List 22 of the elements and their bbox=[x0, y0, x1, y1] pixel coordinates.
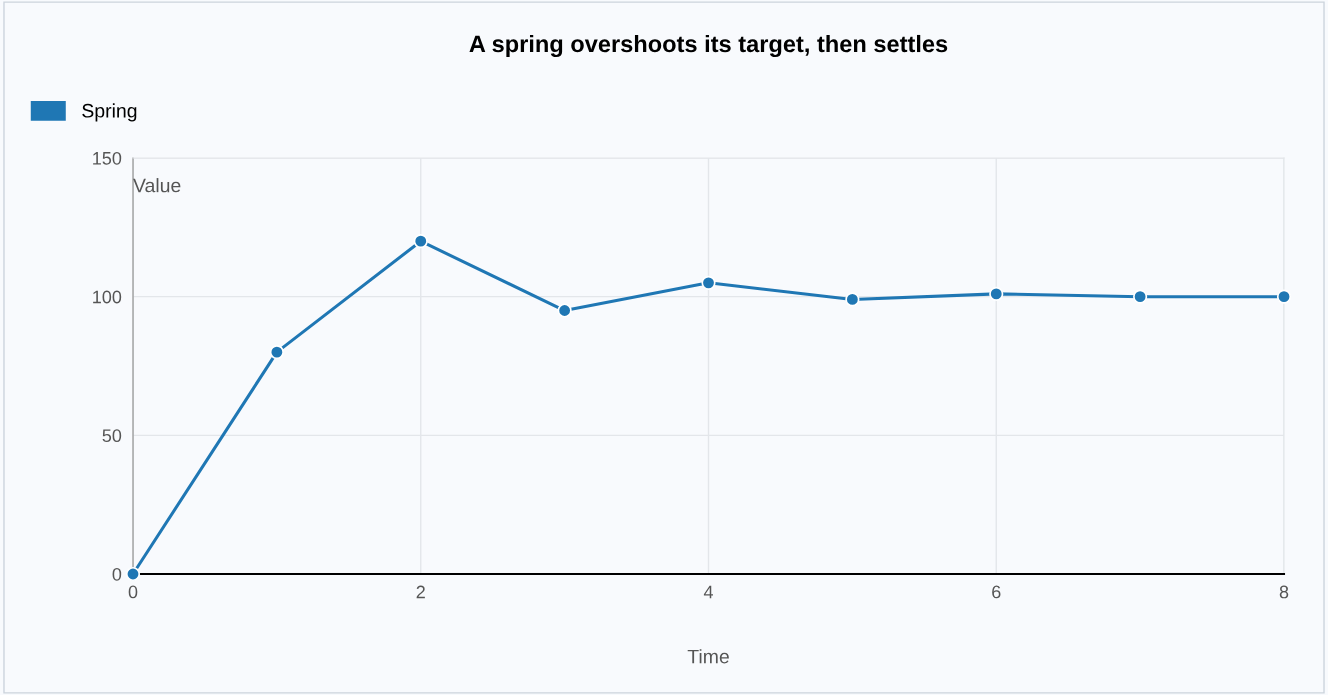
x-tick-label: 6 bbox=[992, 585, 1001, 599]
legend-label: Spring bbox=[82, 103, 137, 122]
x-tick-label: 2 bbox=[416, 585, 425, 599]
point bbox=[1133, 289, 1148, 304]
y-tick-label: 150 bbox=[93, 151, 122, 165]
y-tick-label: 0 bbox=[112, 567, 122, 581]
point bbox=[557, 303, 572, 318]
x-axis-title: Time bbox=[687, 649, 729, 664]
point bbox=[701, 275, 716, 290]
point bbox=[125, 566, 141, 582]
point bbox=[845, 292, 860, 307]
point bbox=[269, 345, 284, 360]
chart-title: A spring overshoots its target, then settles bbox=[469, 34, 948, 58]
point bbox=[1276, 289, 1292, 304]
x-tick-label: 8 bbox=[1279, 585, 1289, 599]
point bbox=[413, 234, 428, 249]
y-tick-label: 50 bbox=[102, 429, 122, 443]
x-tick-label: 0 bbox=[128, 585, 138, 599]
y-axis-title: Value bbox=[133, 178, 181, 193]
point bbox=[989, 286, 1004, 301]
y-tick-label: 100 bbox=[93, 290, 122, 304]
x-tick-label: 4 bbox=[703, 585, 713, 599]
